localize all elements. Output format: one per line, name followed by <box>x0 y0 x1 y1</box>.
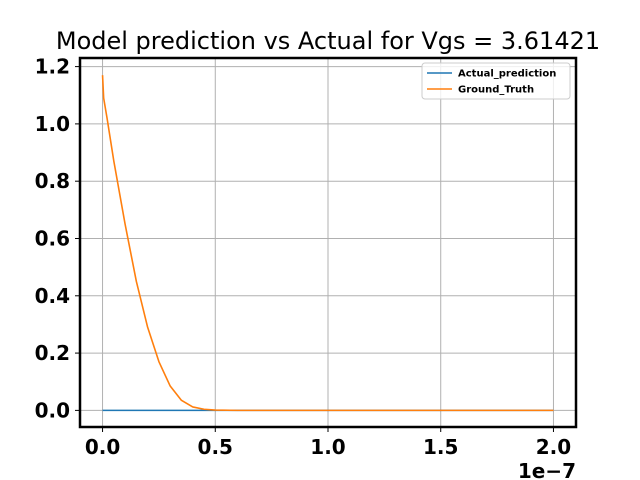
y-axis-ticks: 0.0 0.2 0.4 0.6 0.8 1.0 1.2 <box>35 55 80 422</box>
chart-title: Model prediction vs Actual for Vgs = 3.6… <box>56 27 600 55</box>
y-tick-label: 0.6 <box>35 226 70 250</box>
x-tick-label: 0.5 <box>198 435 233 459</box>
legend-box <box>421 62 571 100</box>
y-tick-label: 0.0 <box>35 398 70 422</box>
x-tick-label: 2.0 <box>536 435 571 459</box>
y-tick-label: 1.2 <box>35 55 70 79</box>
y-tick-label: 0.4 <box>35 284 70 308</box>
series-lines <box>101 75 554 412</box>
y-tick-label: 0.8 <box>35 169 70 193</box>
x-axis-ticks: 0.0 0.5 1.0 1.5 2.0 <box>85 427 571 459</box>
series-line-ground-truth <box>101 75 554 412</box>
chart-legend: Actual_prediction Ground_Truth <box>421 62 571 100</box>
y-tick-label: 1.0 <box>35 112 70 136</box>
y-tick-label: 0.2 <box>35 341 70 365</box>
legend-label: Ground_Truth <box>458 85 534 96</box>
legend-label: Actual_prediction <box>458 69 556 80</box>
x-tick-label: 1.0 <box>310 435 345 459</box>
x-tick-label: 1.5 <box>423 435 458 459</box>
x-tick-label: 0.0 <box>85 435 120 459</box>
grid-lines <box>80 58 576 427</box>
x-axis-offset-label: 1e−7 <box>518 459 576 480</box>
